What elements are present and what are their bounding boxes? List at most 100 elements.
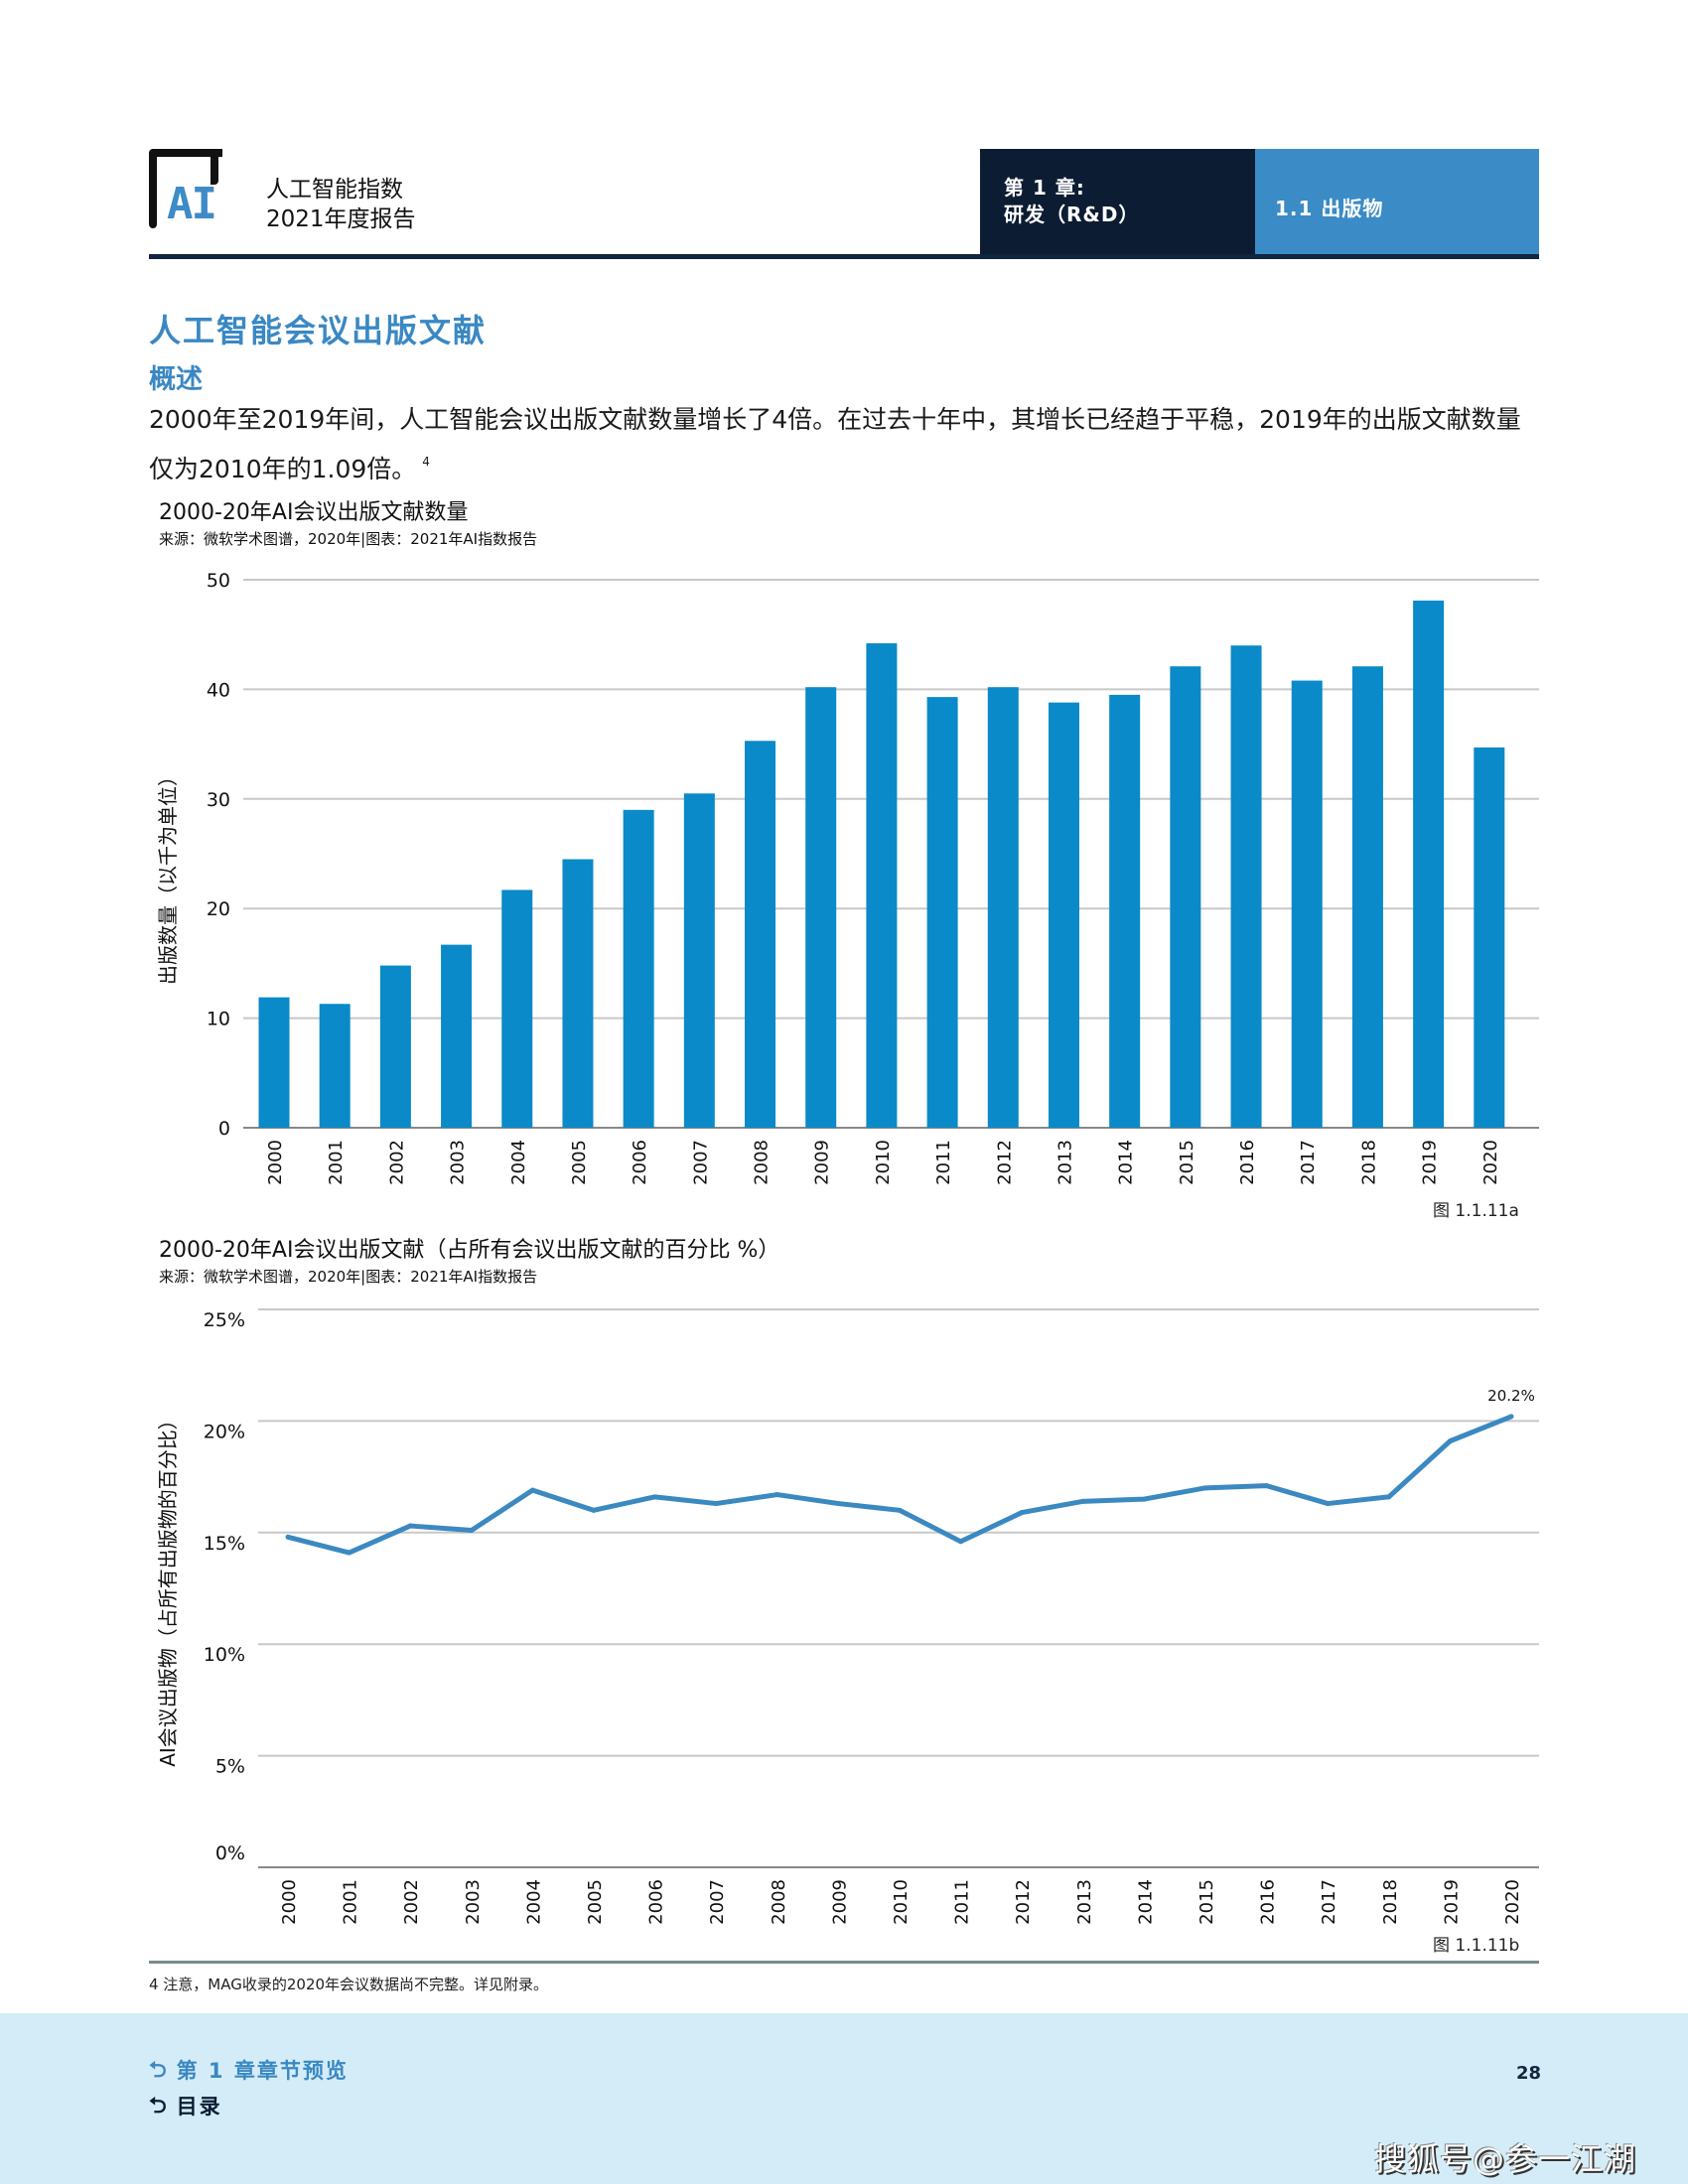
y-tick-label: 5% (215, 1756, 245, 1778)
bar-2005 (562, 859, 594, 1128)
point-2018 (1386, 1494, 1392, 1500)
x-tick-label: 2005 (585, 1879, 606, 1925)
x-tick-label: 2009 (829, 1879, 850, 1925)
bar-2018 (1351, 666, 1383, 1128)
bar-2013 (1048, 702, 1079, 1128)
x-tick-label: 2009 (812, 1140, 833, 1185)
bar-2016 (1230, 645, 1262, 1128)
point-2014 (1141, 1496, 1147, 1502)
point-2006 (652, 1494, 658, 1500)
chart-a-y-ticks: 0 10 20 30 40 50 (207, 570, 230, 1140)
report-title-line1: 人工智能指数 (266, 177, 403, 203)
point-2015 (1202, 1485, 1208, 1491)
chart-b-series (285, 1414, 1514, 1556)
point-2010 (897, 1507, 903, 1513)
x-tick-label: 2010 (891, 1879, 912, 1925)
x-tick-label: 2011 (933, 1140, 954, 1185)
data-label: 20.2% (1487, 1387, 1535, 1405)
x-tick-label: 2008 (769, 1879, 789, 1925)
x-tick-label: 2018 (1380, 1879, 1401, 1925)
chapter-tab[interactable]: 第 1 章: 研发（R&D） (980, 149, 1255, 254)
y-tick-label: 30 (207, 789, 230, 811)
point-2003 (469, 1528, 475, 1534)
watermark: 搜狐号@参一江湖 (1374, 2140, 1637, 2178)
section-tab[interactable]: 1.1 出版物 (1255, 149, 1539, 254)
bar-2020 (1474, 747, 1505, 1128)
logo-frame-top (149, 149, 222, 224)
report-title: 人工智能指数 2021年度报告 (266, 175, 416, 234)
x-tick-label: 2003 (448, 1140, 469, 1185)
chapter-preview-label: 第 1 章章节预览 (176, 2059, 349, 2083)
bar-2012 (987, 687, 1019, 1128)
report-title-line2: 2021年度报告 (266, 206, 416, 232)
footnote-divider (149, 1961, 1539, 1964)
x-tick-label: 2013 (1055, 1140, 1075, 1185)
x-tick-label: 2001 (341, 1879, 361, 1925)
bar-2007 (683, 793, 715, 1128)
bar-2009 (805, 687, 837, 1128)
bar-2008 (745, 741, 776, 1128)
point-2013 (1080, 1498, 1086, 1504)
bar-2015 (1170, 666, 1201, 1128)
bar-chart: 0 10 20 30 40 50 2000 2001 2002 2003 2004 2005 2006… (156, 570, 1539, 1185)
x-tick-label: 2019 (1420, 1140, 1441, 1185)
chart-b-y-ticks: 0% 5% 10% 15% 20% 25% (204, 1309, 245, 1864)
bar-2003 (441, 944, 473, 1128)
chapter-name: 研发（R&D） (1004, 203, 1140, 226)
footnote: 4 注意，MAG收录的2020年会议数据尚不完整。详见附录。 (149, 1976, 549, 1993)
x-tick-label: 2008 (752, 1140, 773, 1185)
chapter-preview-link[interactable]: ⮌ 第 1 章章节预览 (149, 2057, 349, 2085)
x-tick-label: 2005 (569, 1140, 590, 1185)
y-tick-label: 20 (207, 898, 230, 920)
y-tick-label: 50 (207, 570, 230, 592)
point-2005 (591, 1507, 597, 1513)
figure-b-label: 图 1.1.11b (1433, 1936, 1520, 1956)
chart-b-gridlines (258, 1308, 1539, 1868)
x-tick-label: 2000 (279, 1879, 300, 1925)
footnote-ref[interactable]: 4 (422, 455, 430, 469)
x-tick-label: 2016 (1237, 1140, 1258, 1185)
page-footer (0, 2013, 1688, 2184)
x-tick-label: 2015 (1177, 1140, 1197, 1185)
y-tick-label: 40 (207, 679, 230, 701)
x-tick-label: 2003 (463, 1879, 484, 1925)
chart-a-y-axis-label: 出版数量（以千为单位） (156, 766, 180, 985)
point-2002 (407, 1523, 413, 1529)
bar-2019 (1413, 600, 1445, 1128)
header-divider (149, 254, 1539, 259)
x-tick-label: 2020 (1480, 1140, 1501, 1185)
x-tick-label: 2015 (1196, 1879, 1217, 1925)
chart-a-source: 来源：微软学术图谱，2020年|图表：2021年AI指数报告 (159, 530, 538, 548)
x-tick-label: 2017 (1319, 1879, 1339, 1925)
bar-2006 (623, 809, 654, 1128)
line-chart: 0%5%10%15%20%25% 2000 2001 2002 2003 2004 200… (156, 1308, 1539, 1925)
bar-2014 (1109, 694, 1141, 1128)
x-tick-label: 2002 (401, 1879, 422, 1925)
bar-2004 (501, 889, 533, 1128)
point-2007 (713, 1501, 719, 1507)
bar-2000 (258, 997, 290, 1128)
x-tick-label: 2006 (646, 1879, 667, 1925)
x-tick-label: 2018 (1358, 1140, 1379, 1185)
x-tick-label: 2012 (994, 1140, 1015, 1185)
chart-b-source: 来源：微软学术图谱，2020年|图表：2021年AI指数报告 (159, 1268, 538, 1286)
chart-b-title: 2000-20年AI会议出版文献（占所有会议出版文献的百分比 %） (159, 1238, 780, 1263)
table-of-contents-link[interactable]: ⮌ 目录 (149, 2093, 222, 2120)
x-tick-label: 2004 (523, 1879, 544, 1925)
point-2020 (1508, 1414, 1514, 1420)
chart-a-x-ticks: 2000 2001 2002 2003 2004 2005 2006 2007 2008 2009… (265, 1140, 1501, 1185)
point-2004 (529, 1487, 535, 1493)
x-tick-label: 2010 (873, 1140, 894, 1185)
table-of-contents-label: 目录 (176, 2095, 222, 2118)
point-2019 (1447, 1438, 1453, 1444)
point-2011 (958, 1539, 964, 1545)
logo-text: AI (167, 179, 217, 229)
x-tick-label: 2013 (1074, 1879, 1095, 1925)
point-2000 (285, 1534, 291, 1540)
page-title: 人工智能会议出版文献 (149, 312, 488, 349)
point-2012 (1019, 1510, 1025, 1516)
y-tick-label: 0 (218, 1118, 230, 1140)
bar-2001 (319, 1004, 351, 1128)
return-arrow-icon: ⮌ (149, 2094, 169, 2118)
ai-index-logo: AI (149, 149, 233, 228)
